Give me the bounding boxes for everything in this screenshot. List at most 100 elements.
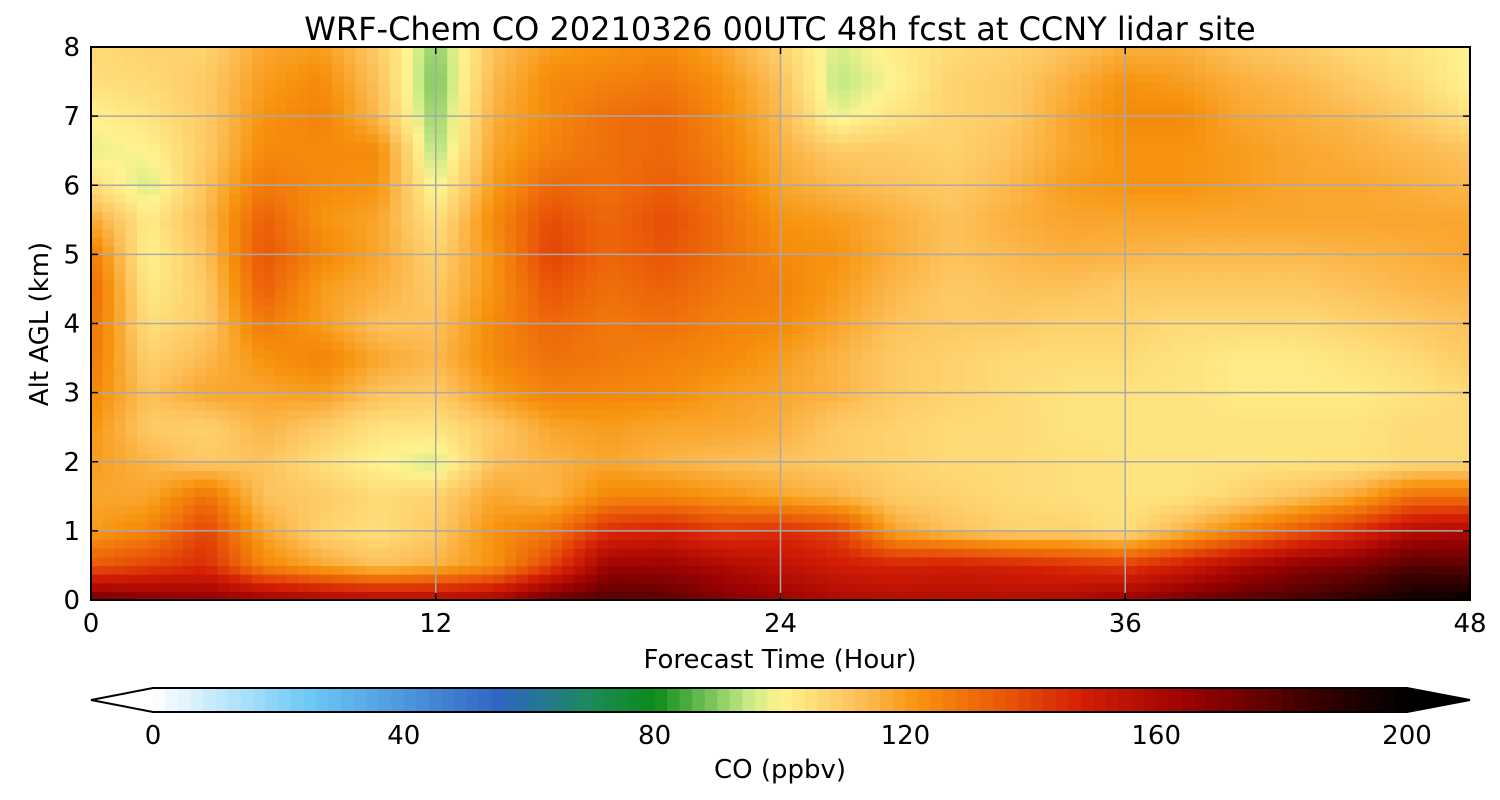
heatmap-cell <box>1274 271 1287 281</box>
heatmap-cell <box>826 435 839 446</box>
heatmap-cell <box>309 513 322 523</box>
heatmap-cell <box>263 306 276 316</box>
heatmap-cell <box>516 280 529 290</box>
heatmap-cell <box>1389 591 1402 600</box>
heatmap-cell <box>1159 297 1172 307</box>
heatmap-cell <box>619 263 632 273</box>
heatmap-cell <box>757 392 770 402</box>
heatmap-cell <box>688 574 701 584</box>
heatmap-cell <box>964 504 977 515</box>
heatmap-cell <box>654 539 667 549</box>
heatmap-cell <box>1309 530 1322 541</box>
heatmap-cell <box>1136 556 1149 567</box>
heatmap-cell <box>826 314 839 325</box>
heatmap-cell <box>1021 548 1034 558</box>
heatmap-cell <box>1228 539 1241 549</box>
heatmap-cell <box>631 522 644 532</box>
heatmap-cell <box>205 375 219 385</box>
heatmap-cell <box>1332 340 1345 351</box>
heatmap-cell <box>1194 513 1207 523</box>
heatmap-cell <box>711 349 724 359</box>
heatmap-cell <box>1079 332 1092 342</box>
heatmap-cell <box>814 418 828 428</box>
heatmap-cell <box>929 530 942 541</box>
heatmap-cell <box>1458 409 1470 420</box>
heatmap-cell <box>803 340 816 351</box>
heatmap-cell <box>941 401 954 411</box>
heatmap-cell <box>1217 383 1230 394</box>
heatmap-cell <box>113 306 127 316</box>
heatmap-cell <box>906 323 919 333</box>
heatmap-cell <box>596 340 609 351</box>
heatmap-cell <box>1378 358 1391 368</box>
heatmap-cell <box>780 453 793 463</box>
heatmap-cell <box>1171 539 1184 549</box>
heatmap-cell <box>814 366 828 376</box>
heatmap-cell <box>1424 418 1437 428</box>
heatmap-cell <box>619 565 632 575</box>
heatmap-cell <box>585 323 598 333</box>
heatmap-cell <box>493 349 506 359</box>
heatmap-cell <box>1343 288 1356 299</box>
heatmap-cell <box>148 461 161 471</box>
heatmap-cell <box>1125 314 1138 325</box>
heatmap-cell <box>562 366 575 376</box>
heatmap-cell <box>1205 375 1218 385</box>
heatmap-cell <box>895 418 908 428</box>
heatmap-cell <box>780 479 793 489</box>
heatmap-cell <box>1182 453 1195 463</box>
heatmap-cell <box>688 237 701 247</box>
heatmap-cell <box>412 358 425 368</box>
heatmap-cell <box>952 280 965 290</box>
heatmap-cell <box>596 513 609 523</box>
heatmap-cell <box>240 366 253 376</box>
heatmap-cell <box>343 453 356 463</box>
heatmap-cell <box>171 548 184 558</box>
heatmap-cell <box>504 323 517 333</box>
heatmap-cell <box>642 349 655 359</box>
heatmap-cell <box>378 280 391 290</box>
heatmap-cell <box>504 237 517 247</box>
heatmap-cell <box>642 314 655 325</box>
heatmap-cell <box>228 332 241 342</box>
heatmap-cell <box>1458 271 1470 281</box>
heatmap-cell <box>343 556 356 567</box>
heatmap-cell <box>596 582 609 592</box>
heatmap-cell <box>596 297 609 307</box>
heatmap-cell <box>435 306 448 316</box>
heatmap-cell <box>1458 314 1470 325</box>
heatmap-cell <box>642 530 655 541</box>
heatmap-cell <box>240 418 253 428</box>
heatmap-cell <box>918 237 931 247</box>
heatmap-cell <box>493 574 506 584</box>
heatmap-cell <box>309 530 322 541</box>
heatmap-cell <box>1366 591 1379 600</box>
heatmap-cell <box>803 427 816 437</box>
heatmap-cell <box>803 358 816 368</box>
heatmap-cell <box>297 263 310 273</box>
heatmap-cell <box>182 358 196 368</box>
heatmap-cell <box>240 522 253 532</box>
heatmap-cell <box>355 280 368 290</box>
heatmap-cell <box>470 530 483 541</box>
heatmap-cell <box>1113 366 1126 376</box>
heatmap-cell <box>1217 487 1230 497</box>
heatmap-cell <box>723 314 736 325</box>
heatmap-cell <box>1263 297 1276 307</box>
heatmap-cell <box>677 401 690 411</box>
heatmap-cell <box>217 314 230 325</box>
heatmap-cell <box>1044 427 1057 437</box>
heatmap-cell <box>1194 297 1207 307</box>
heatmap-cell <box>723 280 736 290</box>
heatmap-cell <box>1458 245 1470 255</box>
heatmap-cell <box>791 332 805 342</box>
heatmap-cell <box>1309 435 1322 446</box>
heatmap-cell <box>791 358 805 368</box>
heatmap-cell <box>1435 435 1448 446</box>
heatmap-cell <box>412 427 425 437</box>
heatmap-cell <box>228 530 241 541</box>
heatmap-cell <box>1355 254 1368 264</box>
heatmap-cell <box>619 314 632 325</box>
heatmap-cell <box>872 332 885 342</box>
heatmap-cell <box>665 556 678 567</box>
